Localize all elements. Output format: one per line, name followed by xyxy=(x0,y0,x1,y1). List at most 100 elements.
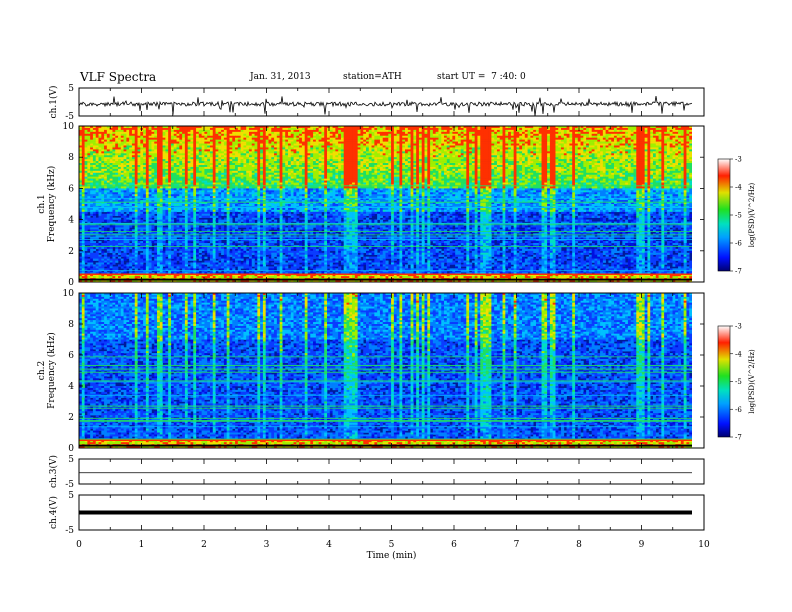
spectrogram-cell xyxy=(202,132,205,134)
spectrogram-cell xyxy=(569,147,572,149)
spectrogram-cell xyxy=(193,149,196,151)
spectrogram-cell xyxy=(684,149,687,151)
spectrogram-cell xyxy=(661,163,664,165)
spectrogram-cell xyxy=(112,155,115,157)
spectrogram-cell xyxy=(112,161,115,163)
spectrogram-cell xyxy=(107,149,110,151)
spectrogram-cell xyxy=(503,151,506,153)
spectrogram-cell xyxy=(399,140,402,142)
spectrogram-cell xyxy=(188,161,191,163)
spectrogram-cell xyxy=(656,157,659,159)
spectrogram-cell xyxy=(681,163,684,165)
spectrogram-cell xyxy=(645,147,648,149)
spectrogram-cell xyxy=(87,132,90,134)
spectrogram-cell xyxy=(369,169,372,171)
spectrogram-cell xyxy=(241,165,244,167)
spectrogram-cell xyxy=(544,136,547,138)
spectrogram-cell xyxy=(422,132,425,134)
spectrogram-cell xyxy=(210,142,213,144)
spectrogram-cell xyxy=(678,157,681,159)
spectrogram-cell xyxy=(575,140,578,142)
spectrogram-cell xyxy=(413,163,416,165)
spectrogram-cell xyxy=(519,165,522,167)
spectrogram-cell xyxy=(461,134,464,136)
spectrogram-cell xyxy=(477,128,480,130)
spectrogram-cell xyxy=(433,144,436,146)
spectrogram-cell xyxy=(594,134,597,136)
spectrogram-cell xyxy=(422,134,425,136)
spectrogram-cell xyxy=(480,163,483,165)
spectrogram-cell xyxy=(569,167,572,169)
spectrogram-cell xyxy=(678,155,681,157)
spectrogram-cell xyxy=(458,169,461,171)
spectrogram-cell xyxy=(87,142,90,144)
spectrogram-cell xyxy=(589,140,592,142)
spectrogram-cell xyxy=(124,159,127,161)
spectrogram-cell xyxy=(360,161,363,163)
spectrogram-cell xyxy=(653,132,656,134)
spectrogram-cell xyxy=(422,153,425,155)
spectrogram-cell xyxy=(497,130,500,132)
spectrogram-cell xyxy=(196,136,199,138)
spectrogram-cell xyxy=(227,151,230,153)
spectrogram-cell xyxy=(622,163,625,165)
spectrogram-cell xyxy=(673,147,676,149)
spectrogram-cell xyxy=(455,132,458,134)
spectrogram-cell xyxy=(561,128,564,130)
spectrogram-cell xyxy=(291,140,294,142)
spectrogram-cell xyxy=(433,155,436,157)
spectrogram-cell xyxy=(99,161,102,163)
spectrogram-cell xyxy=(360,136,363,138)
spectrogram-cell xyxy=(241,146,244,148)
spectrogram-cell xyxy=(661,151,664,153)
spectrogram-cell xyxy=(530,130,533,132)
spectrogram-cell xyxy=(569,128,572,130)
spectrogram-cell xyxy=(338,165,341,167)
spectrogram-cell xyxy=(257,155,260,157)
spectrogram-cell xyxy=(229,138,232,140)
spectrogram-cell xyxy=(360,169,363,171)
spectrogram-cell xyxy=(263,151,266,153)
spectrogram-cell xyxy=(525,163,528,165)
spectrogram-cell xyxy=(369,161,372,163)
spectrogram-cell xyxy=(249,138,252,140)
spectrogram-cell xyxy=(282,140,285,142)
spectrogram-cell xyxy=(87,128,90,130)
spectrogram-cell xyxy=(146,151,149,153)
spectrogram-cell xyxy=(369,155,372,157)
spectrogram-cell xyxy=(104,132,107,134)
spectrogram-cell xyxy=(394,146,397,148)
spectrogram-cell xyxy=(171,151,174,153)
spectrogram-cell xyxy=(452,161,455,163)
spectrogram-cell xyxy=(216,132,219,134)
spectrogram-cell xyxy=(338,136,341,138)
spectrogram-cell xyxy=(550,142,553,144)
spectrogram-cell xyxy=(491,146,494,148)
spectrogram-cell xyxy=(363,167,366,169)
spectrogram-cell xyxy=(352,142,355,144)
spectrogram-cell xyxy=(689,147,692,149)
spectrogram-cell xyxy=(255,157,258,159)
spectrogram-cell xyxy=(335,138,338,140)
spectrogram-cell xyxy=(90,134,93,136)
spectrogram-cell xyxy=(659,140,662,142)
spectrogram-cell xyxy=(600,140,603,142)
spectrogram-cell xyxy=(288,169,291,171)
spectrogram-cell xyxy=(199,132,202,134)
spectrogram-cell xyxy=(603,165,606,167)
spectrogram-cell xyxy=(115,157,118,159)
spectrogram-cell xyxy=(171,169,174,171)
spectrogram-cell xyxy=(243,165,246,167)
spectrogram-cell xyxy=(611,161,614,163)
spectrogram-cell xyxy=(165,130,168,132)
spectrogram-cell xyxy=(383,140,386,142)
spectrogram-cell xyxy=(174,165,177,167)
spectrogram-cell xyxy=(327,161,330,163)
spectrogram-cell xyxy=(266,161,269,163)
spectrogram-cell xyxy=(500,132,503,134)
spectrogram-cell xyxy=(121,134,124,136)
spectrogram-cell xyxy=(503,146,506,148)
spectrogram-cell xyxy=(505,134,508,136)
spectrogram-cell xyxy=(291,169,294,171)
spectrogram-cell xyxy=(664,142,667,144)
